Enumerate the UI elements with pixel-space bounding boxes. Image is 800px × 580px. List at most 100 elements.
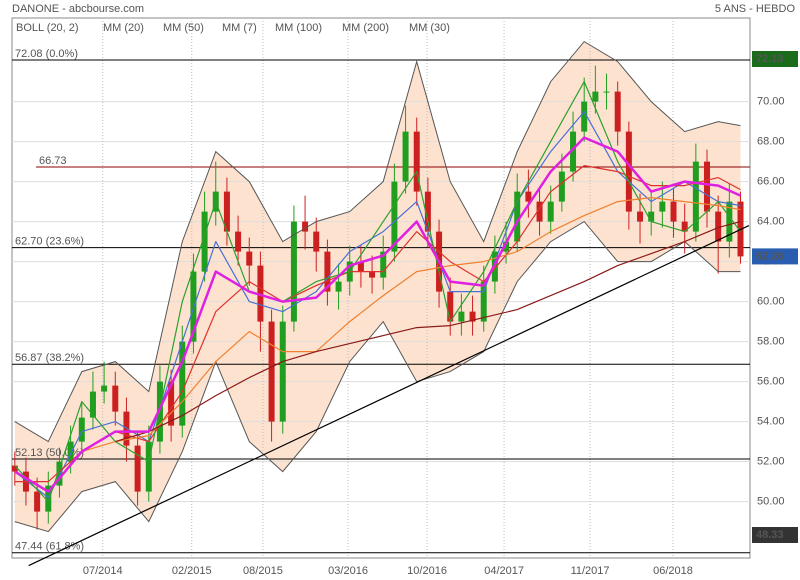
candle-body — [592, 91, 599, 102]
candle-body — [145, 441, 152, 492]
y-tick-label: 66.00 — [757, 176, 785, 188]
y-tick-label: 70.00 — [757, 96, 785, 108]
level-label: 66.73 — [39, 155, 67, 167]
y-tick-label: 68.00 — [757, 136, 785, 148]
x-tick-label: 11/2017 — [571, 565, 610, 577]
moving-average — [14, 165, 741, 483]
chart-title: DANONE - abcbourse.com — [12, 3, 144, 15]
y-tick-label: 56.00 — [757, 376, 785, 388]
candle-body — [614, 91, 621, 132]
price-tag — [752, 248, 798, 265]
candle-body — [525, 191, 532, 202]
legend-entry: MM (200) — [342, 22, 389, 34]
candle-body — [581, 101, 588, 132]
candle-body — [670, 201, 677, 222]
legend-entry: MM (30) — [409, 22, 450, 34]
candle-body — [692, 161, 699, 232]
candle-body — [413, 131, 420, 192]
candle-body — [547, 201, 554, 222]
candle-body — [324, 251, 331, 292]
candle-body — [681, 221, 688, 232]
plot-frame — [11, 17, 751, 559]
price-tag — [752, 51, 798, 67]
candle-body — [279, 321, 286, 422]
candle-body — [637, 211, 644, 222]
candle-body — [313, 231, 320, 252]
candle-body — [56, 461, 63, 486]
moving-average — [115, 221, 741, 443]
candle-body — [302, 221, 309, 232]
candle-body — [570, 131, 577, 172]
level-label: 62.70 (23.6%) — [15, 236, 84, 248]
candle-body — [514, 191, 521, 242]
candle-body — [257, 265, 264, 322]
candle-body — [659, 201, 666, 212]
candle-body — [34, 491, 41, 512]
x-tick-label: 07/2014 — [83, 565, 123, 577]
level-label: 72.08 (0.0%) — [15, 48, 78, 60]
candle-body — [469, 311, 476, 322]
candle-body — [424, 191, 431, 232]
legend-entry: BOLL (20, 2) — [16, 22, 79, 34]
y-tick-label: 60.00 — [757, 296, 785, 308]
candle-body — [503, 241, 510, 252]
candle-body — [402, 131, 409, 182]
candle-body — [156, 381, 163, 442]
candle-body — [369, 271, 376, 278]
candle-body — [201, 211, 208, 272]
candle-body — [268, 321, 275, 422]
candle-body — [235, 231, 242, 252]
x-tick-label: 02/2015 — [172, 565, 212, 577]
candle-body — [715, 211, 722, 242]
candle-body — [447, 291, 454, 322]
candle-body — [290, 221, 297, 322]
x-tick-label: 03/2016 — [328, 565, 368, 577]
level-label: 47.44 (61.8%) — [15, 541, 84, 553]
trendline — [28, 225, 750, 567]
candle-body — [335, 281, 342, 292]
candle-body — [101, 385, 108, 392]
chart-subtitle: 5 ANS - HEBDO — [715, 3, 796, 15]
candle-body — [112, 385, 119, 412]
candle-body — [603, 91, 610, 93]
price-tag-label: 62.26 — [756, 250, 784, 262]
legend-entry: MM (7) — [222, 22, 257, 34]
candle-body — [67, 441, 74, 462]
candle-body — [648, 211, 655, 222]
level-label: 56.87 (38.2%) — [15, 352, 84, 364]
x-tick-label: 04/2017 — [484, 565, 524, 577]
level-label: 52.13 (50.0%) — [15, 447, 84, 459]
y-tick-label: 52.00 — [757, 456, 785, 468]
price-tag-label: 48.33 — [756, 529, 784, 541]
candle-body — [223, 191, 230, 232]
candle-body — [357, 261, 364, 272]
moving-average — [14, 136, 742, 493]
candle-body — [536, 201, 543, 222]
moving-average — [81, 197, 741, 453]
candle-body — [380, 251, 387, 278]
candle-body — [480, 281, 487, 322]
y-tick-label: 64.00 — [757, 216, 785, 228]
candle-body — [89, 391, 96, 418]
y-tick-label: 58.00 — [757, 336, 785, 348]
legend-entry: MM (50) — [163, 22, 204, 34]
x-tick-label: 06/2018 — [653, 565, 693, 577]
y-tick-label: 54.00 — [757, 416, 785, 428]
candle-body — [391, 181, 398, 252]
y-tick-label: 50.00 — [757, 496, 785, 508]
candle-body — [45, 485, 52, 512]
candle-body — [726, 201, 733, 242]
candle-body — [78, 417, 85, 442]
price-tag — [752, 527, 798, 543]
candle-body — [246, 251, 253, 266]
candle-body — [11, 465, 18, 472]
x-tick-label: 10/2016 — [407, 565, 447, 577]
candle-body — [168, 381, 175, 426]
candle-body — [134, 445, 141, 492]
bollinger-band — [14, 41, 741, 532]
candle-body — [179, 341, 186, 426]
moving-average — [14, 81, 741, 503]
candle-body — [458, 311, 465, 322]
legend-entry: MM (100) — [275, 22, 322, 34]
